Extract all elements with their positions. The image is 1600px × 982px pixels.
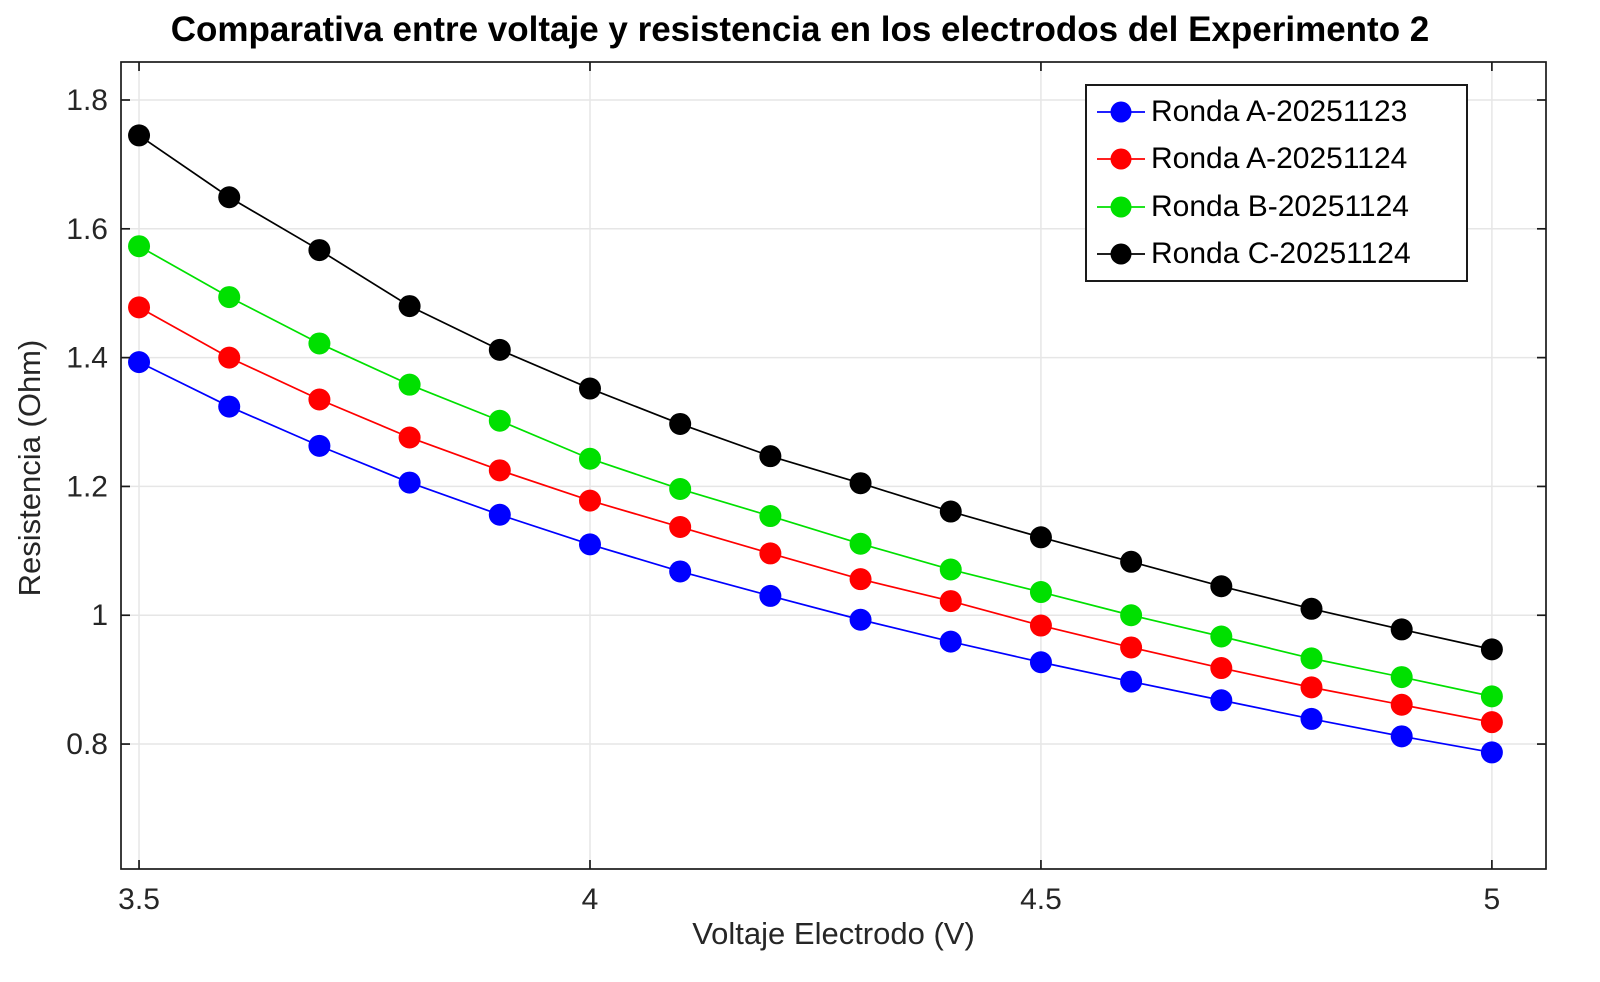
data-point <box>218 186 241 209</box>
series-line <box>138 245 1493 698</box>
series-line <box>138 361 1493 754</box>
legend-item: Ronda A-20251124 <box>1095 142 1466 176</box>
data-point <box>398 373 421 396</box>
data-point <box>849 532 872 555</box>
x-tick-label: 5 <box>1484 883 1501 916</box>
data-point <box>849 472 872 495</box>
data-point <box>128 235 151 258</box>
y-tick-label: 0.8 <box>66 728 108 761</box>
y-tick-label: 1 <box>91 599 108 632</box>
series-line <box>138 134 1493 651</box>
data-point <box>308 332 331 355</box>
data-point <box>398 471 421 494</box>
data-point <box>488 409 511 432</box>
data-point <box>398 426 421 449</box>
data-point <box>398 295 421 318</box>
legend-marker-icon <box>1097 196 1145 218</box>
data-point <box>939 630 962 653</box>
y-tick-label: 1.2 <box>66 470 108 503</box>
y-tick-label: 1.4 <box>66 342 108 375</box>
series-line <box>138 306 1493 723</box>
data-point <box>308 239 331 262</box>
data-point <box>488 503 511 526</box>
x-tick-label: 4 <box>582 883 599 916</box>
legend-marker-icon <box>1097 243 1145 265</box>
data-point <box>218 346 241 369</box>
data-point <box>1300 647 1323 670</box>
x-tick-label: 4.5 <box>1020 883 1062 916</box>
legend-label: Ronda A-20251124 <box>1151 142 1408 176</box>
data-point <box>218 395 241 418</box>
legend: Ronda A-20251123 Ronda A-20251124 Ronda B-… <box>1085 84 1468 282</box>
data-point <box>1210 689 1233 712</box>
data-point <box>1210 657 1233 680</box>
legend-item: Ronda B-20251124 <box>1095 190 1466 224</box>
data-point <box>1300 676 1323 699</box>
y-tick-label: 1.6 <box>66 213 108 246</box>
data-point <box>669 478 692 501</box>
data-point <box>1480 741 1503 764</box>
data-point <box>1120 604 1143 627</box>
data-point <box>1029 526 1052 549</box>
data-point <box>759 542 782 565</box>
x-axis-label: Voltaje Electrodo (V) <box>692 916 975 951</box>
data-point <box>578 377 601 400</box>
data-point <box>939 558 962 581</box>
data-point <box>1390 693 1413 716</box>
data-point <box>1029 581 1052 604</box>
data-point <box>578 489 601 512</box>
data-point <box>1480 685 1503 708</box>
data-point <box>1390 725 1413 748</box>
legend-item: Ronda C-20251124 <box>1095 237 1466 271</box>
data-point <box>128 124 151 147</box>
data-point <box>1210 625 1233 648</box>
axis-box <box>120 61 1547 870</box>
data-point <box>1390 666 1413 689</box>
data-point <box>578 533 601 556</box>
data-point <box>1120 636 1143 659</box>
data-point <box>759 584 782 607</box>
data-point <box>939 500 962 523</box>
data-point <box>939 590 962 613</box>
data-point <box>308 388 331 411</box>
data-point <box>669 516 692 539</box>
data-point <box>488 459 511 482</box>
data-point <box>1029 614 1052 637</box>
y-axis-label: Resistencia (Ohm) <box>12 339 47 597</box>
data-point <box>1210 575 1233 598</box>
data-point <box>128 351 151 374</box>
data-point <box>669 412 692 435</box>
data-point <box>759 505 782 528</box>
data-point <box>1120 670 1143 693</box>
data-point <box>849 568 872 591</box>
data-point <box>669 560 692 583</box>
chart-title: Comparativa entre voltaje y resistencia … <box>170 10 1430 49</box>
data-point <box>128 296 151 319</box>
data-point <box>849 608 872 631</box>
data-point <box>1300 707 1323 730</box>
y-tick-label: 1.8 <box>66 84 108 117</box>
legend-label: Ronda B-20251124 <box>1151 189 1409 223</box>
data-point <box>218 286 241 309</box>
data-point <box>1390 618 1413 641</box>
data-point <box>578 447 601 470</box>
data-point <box>759 445 782 468</box>
data-point <box>1120 550 1143 573</box>
legend-marker-icon <box>1097 101 1145 123</box>
legend-item: Ronda A-20251123 <box>1095 95 1466 129</box>
data-point <box>1300 597 1323 620</box>
legend-marker-icon <box>1097 148 1145 170</box>
legend-label: Ronda A-20251123 <box>1151 94 1408 128</box>
data-point <box>1480 711 1503 734</box>
data-point <box>488 338 511 361</box>
x-tick-label: 3.5 <box>118 883 160 916</box>
data-point <box>1480 638 1503 661</box>
legend-label: Ronda C-20251124 <box>1151 237 1411 271</box>
data-point <box>308 434 331 457</box>
data-point <box>1029 651 1052 674</box>
